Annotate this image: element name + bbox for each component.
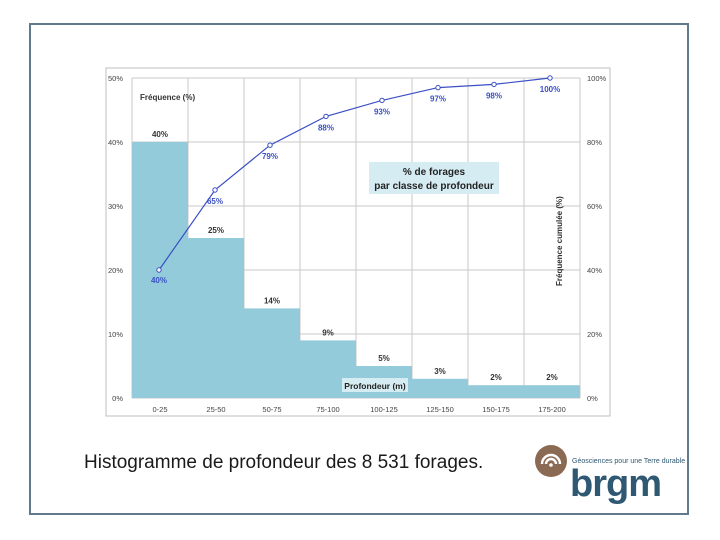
bar-value-label: 25% [208, 226, 224, 235]
cumulative-label: 40% [151, 276, 167, 285]
left-tick-label: 0% [112, 394, 123, 403]
cumulative-point [267, 142, 273, 148]
category-label: 75-100 [316, 405, 339, 414]
bar-value-label: 2% [490, 373, 502, 382]
right-axis-label: Fréquence cumulée (%) [555, 196, 564, 286]
left-axis-label: Fréquence (%) [140, 93, 195, 102]
bar-value-label: 5% [378, 354, 390, 363]
bar-value-label: 14% [264, 296, 280, 305]
cumulative-series: 40% 65% 79% 88% 93% 97% 98% 100% [151, 75, 560, 285]
bar [412, 378, 468, 398]
cumulative-point [323, 113, 329, 120]
left-tick-label: 20% [108, 266, 123, 275]
cumulative-point [156, 267, 162, 273]
chart-title-line-1: % de forages [403, 167, 466, 178]
bar-value-label: 2% [546, 373, 558, 382]
category-label: 100-125 [370, 405, 398, 414]
category-label: 175-200 [538, 405, 566, 414]
category-label: 25-50 [206, 405, 225, 414]
bar-value-label: 3% [434, 367, 446, 376]
cumulative-label: 93% [374, 107, 390, 116]
cumulative-line [158, 77, 551, 271]
category-label: 150-175 [482, 405, 510, 414]
cumulative-point [547, 75, 553, 81]
x-axis-label: Profondeur (m) [344, 381, 406, 391]
category-label: 50-75 [262, 405, 281, 414]
bar-value-label: 40% [152, 130, 168, 139]
bar-value-label: 9% [322, 328, 334, 337]
bar-labels: 40% 25% 14% 9% 5% 3% 2% 2% [152, 130, 558, 382]
bar [188, 238, 244, 398]
bar [524, 385, 580, 398]
cumulative-point [379, 97, 385, 104]
bar [468, 385, 524, 398]
category-label: 0-25 [152, 405, 167, 414]
cumulative-label: 65% [207, 197, 223, 206]
left-tick-label: 10% [108, 330, 123, 339]
right-tick-label: 0% [587, 394, 598, 403]
bar [244, 308, 300, 398]
chart-title-line-2: par classe de profondeur [374, 181, 494, 192]
chart-title-box [369, 162, 499, 194]
bars [132, 142, 580, 398]
logo-tagline: Géosciences pour une Terre durable [572, 458, 686, 465]
cumulative-label: 100% [540, 85, 560, 94]
right-axis-ticks: 0% 20% 40% 60% 80% 100% [587, 74, 607, 403]
cumulative-label: 88% [318, 123, 334, 132]
left-tick-label: 30% [108, 202, 123, 211]
left-tick-label: 50% [108, 74, 123, 83]
x-axis-label-box [342, 378, 408, 392]
category-label: 125-150 [426, 405, 454, 414]
cumulative-label: 79% [262, 152, 278, 161]
cumulative-point [212, 187, 218, 193]
right-tick-label: 60% [587, 202, 602, 211]
cumulative-point [491, 81, 497, 88]
right-tick-label: 80% [587, 138, 602, 147]
right-tick-label: 100% [587, 74, 607, 83]
cumulative-label: 98% [486, 91, 502, 100]
brgm-mark-icon [535, 445, 567, 477]
caption: Histogramme de profondeur des 8 531 fora… [84, 452, 484, 473]
cumulative-point [435, 84, 441, 91]
category-labels: 0-25 25-50 50-75 75-100 100-125 125-150 150-17… [152, 405, 565, 414]
right-tick-label: 20% [587, 330, 602, 339]
brgm-logo: Géosciences pour une Terre durable brgm [534, 444, 686, 506]
cumulative-label: 97% [430, 95, 446, 104]
logo-wordmark: brgm [570, 463, 662, 505]
left-tick-label: 40% [108, 138, 123, 147]
left-axis-ticks: 0% 10% 20% 30% 40% 50% [108, 74, 123, 403]
right-tick-label: 40% [587, 266, 602, 275]
